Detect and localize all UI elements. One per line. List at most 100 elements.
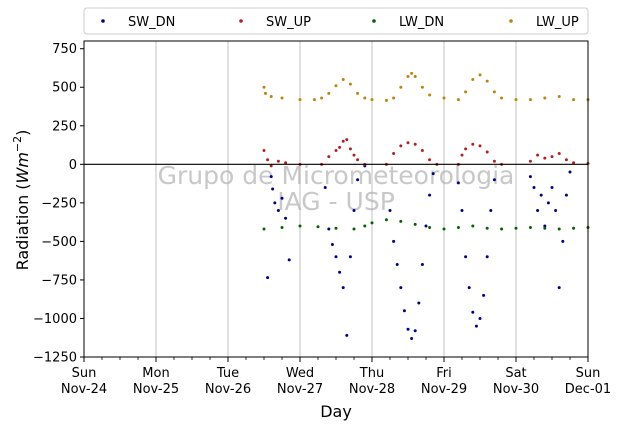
- data-point: [356, 158, 360, 162]
- data-point: [327, 91, 331, 95]
- data-point: [312, 98, 316, 102]
- legend-marker: [509, 19, 513, 23]
- data-point: [287, 258, 291, 262]
- data-point: [471, 78, 475, 82]
- data-point: [482, 293, 486, 297]
- data-point: [410, 71, 414, 75]
- data-point: [536, 209, 540, 213]
- data-point: [485, 79, 489, 83]
- data-point: [460, 209, 464, 213]
- data-point: [460, 153, 464, 157]
- x-tick-date: Nov-28: [349, 382, 395, 397]
- data-point: [356, 178, 360, 182]
- x-tick-date: Nov-24: [61, 382, 107, 397]
- data-point: [384, 218, 388, 222]
- data-point: [420, 85, 424, 89]
- legend-marker: [239, 19, 243, 23]
- data-point: [334, 255, 338, 259]
- data-point: [572, 98, 576, 102]
- data-point: [550, 155, 554, 159]
- data-point: [276, 209, 280, 213]
- legend-item-sw-up: SW_UP: [239, 15, 311, 30]
- x-tick-day: Sun: [576, 366, 601, 381]
- data-point: [348, 82, 352, 86]
- data-point: [392, 239, 396, 243]
- x-tick-day: Tue: [216, 366, 239, 381]
- data-point: [428, 158, 432, 162]
- data-point: [266, 158, 270, 162]
- data-point: [345, 138, 349, 142]
- data-point: [392, 96, 396, 100]
- data-point: [478, 316, 482, 320]
- data-point: [406, 74, 410, 78]
- data-point: [276, 159, 280, 163]
- x-tick-date: Nov-29: [421, 382, 467, 397]
- legend-marker: [101, 19, 105, 23]
- data-point: [388, 209, 392, 213]
- data-point: [298, 224, 302, 228]
- data-point: [424, 224, 428, 228]
- data-point: [492, 90, 496, 94]
- data-point: [298, 98, 302, 102]
- data-point: [327, 227, 331, 231]
- data-point: [341, 139, 345, 143]
- data-point: [572, 161, 576, 165]
- data-point: [352, 153, 356, 157]
- data-point: [341, 286, 345, 290]
- data-point: [557, 152, 561, 156]
- data-point: [399, 286, 403, 290]
- data-point: [341, 78, 345, 82]
- data-point: [500, 96, 504, 100]
- y-tick-label: 250: [52, 119, 77, 134]
- legend-frame: [83, 7, 589, 35]
- data-point: [413, 142, 417, 146]
- y-tick-label: 500: [52, 81, 77, 96]
- data-point: [467, 286, 471, 290]
- data-point: [263, 91, 267, 95]
- data-point: [269, 94, 273, 98]
- x-axis: SunNov-24MonNov-25TueNov-26WedNov-27ThuN…: [61, 357, 611, 397]
- data-point: [262, 148, 266, 152]
- data-point: [528, 175, 532, 179]
- legend-item-lw-up: LW_UP: [509, 15, 579, 30]
- data-point: [363, 224, 367, 228]
- x-tick-day: Mon: [142, 366, 169, 381]
- data-point: [456, 181, 460, 185]
- data-point: [428, 226, 432, 230]
- data-point: [428, 193, 432, 197]
- data-point: [413, 329, 417, 333]
- data-point: [485, 226, 489, 230]
- data-point: [356, 91, 360, 95]
- x-tick-day: Wed: [286, 366, 314, 381]
- y-axis: −1250 −1000 −750 −500 −250 0 250 500 750: [33, 42, 84, 366]
- data-point: [557, 94, 561, 98]
- data-point: [442, 227, 446, 231]
- data-point: [539, 193, 543, 197]
- data-point: [406, 141, 410, 145]
- data-point: [370, 221, 374, 225]
- data-point: [262, 85, 266, 89]
- data-point: [528, 226, 532, 230]
- data-point: [456, 226, 460, 230]
- legend: SW_DN SW_UP LW_DN LW_UP: [83, 7, 589, 35]
- data-point: [352, 227, 356, 231]
- series-lw-dn: [262, 218, 590, 231]
- x-tick-day: Thu: [359, 366, 384, 381]
- series-sw-dn: [266, 164, 572, 341]
- data-point: [474, 324, 478, 328]
- series-lw-up: [262, 71, 590, 102]
- data-point: [280, 96, 284, 100]
- data-point: [420, 263, 424, 267]
- y-tick-label: 0: [69, 158, 77, 173]
- x-tick-date: Nov-25: [133, 382, 179, 397]
- data-point: [564, 193, 568, 197]
- data-point: [528, 159, 532, 163]
- data-point: [492, 159, 496, 163]
- data-point: [338, 145, 342, 149]
- data-point: [352, 209, 356, 213]
- watermark-line-2: IAG - USP: [277, 187, 395, 216]
- data-point: [269, 175, 273, 179]
- data-point: [557, 227, 561, 231]
- data-point: [431, 172, 435, 176]
